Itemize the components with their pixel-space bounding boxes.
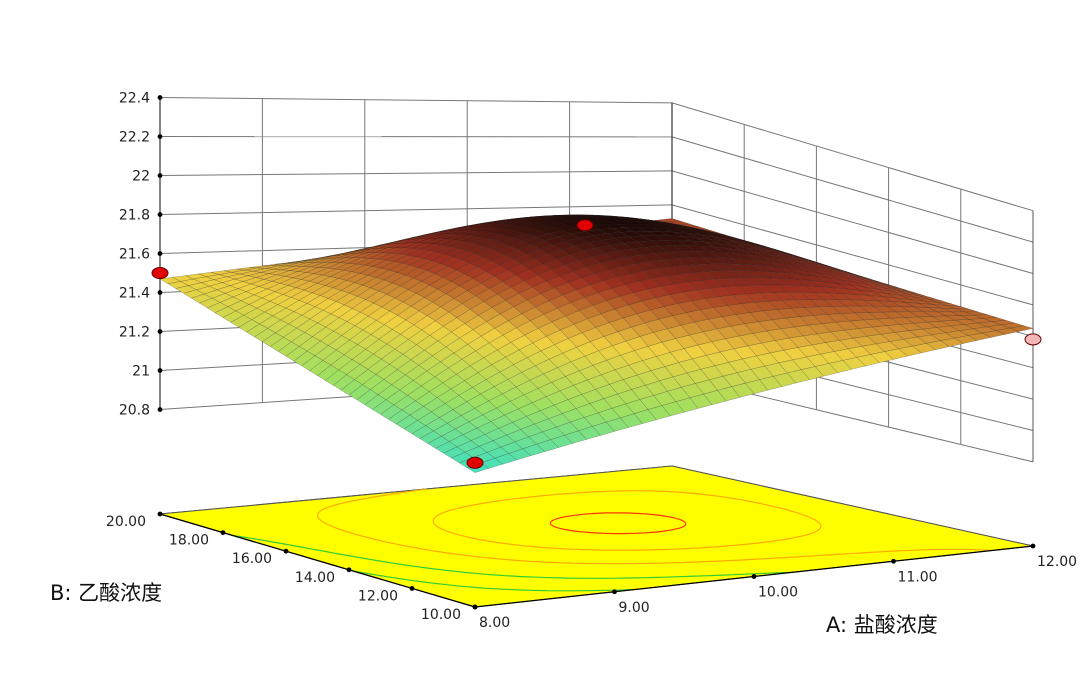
axes: 20.8 21 21.2 21.4 21.6 21.8 22 22.2 22.4 10.00 12.… — [106, 91, 1077, 631]
x-axis-line — [474, 545, 1034, 608]
design-point — [151, 267, 169, 280]
x-tick-label: 12.00 — [1037, 554, 1077, 570]
z-tick-label: 21.2 — [119, 325, 150, 341]
z-tick-mark — [157, 95, 163, 100]
wall-grid-line — [671, 170, 1034, 274]
z-tick-mark — [157, 134, 163, 139]
z-tick-mark — [157, 290, 163, 295]
design-points — [151, 219, 1042, 469]
x-tick-label: 11.00 — [898, 569, 938, 585]
z-tick-mark — [157, 329, 163, 334]
z-tick-label: 21.4 — [119, 286, 150, 302]
y-axis-line — [159, 513, 476, 608]
y-tick-label: 16.00 — [232, 551, 272, 567]
z-tick-mark — [157, 407, 163, 412]
floor-contour-line — [549, 512, 687, 535]
wall-grid-line — [159, 204, 673, 215]
z-tick-label: 21.6 — [119, 247, 150, 263]
x-tick-label: 10.00 — [758, 585, 798, 601]
z-tick-label: 21 — [132, 364, 150, 380]
wall-grid-line — [671, 136, 1034, 243]
x-tick-label: 9.00 — [619, 600, 650, 616]
floor-contour-line — [232, 534, 794, 579]
y-tick-label: 20.00 — [106, 514, 146, 530]
floor-contour-line — [432, 490, 822, 551]
x-axis-title: A: 盐酸浓度 — [826, 613, 938, 637]
x-tick-label: 8.00 — [479, 615, 510, 631]
z-tick-mark — [157, 212, 163, 217]
z-tick-mark — [157, 173, 163, 178]
floor-contour-plane — [159, 465, 1034, 608]
z-tick-mark — [157, 368, 163, 373]
response-surface-mesh — [159, 214, 1034, 473]
z-tick-label: 21.8 — [119, 208, 150, 224]
floor-plane — [159, 465, 1034, 608]
wall-grid-line — [159, 97, 673, 104]
z-tick-mark — [157, 251, 163, 256]
y-tick-label: 14.00 — [295, 570, 335, 586]
design-point — [576, 219, 594, 232]
wall-grid-line — [671, 204, 1034, 306]
y-tick-label: 12.00 — [358, 588, 398, 604]
z-tick-label: 22.4 — [119, 91, 150, 107]
surface-cell — [1009, 325, 1034, 332]
wall-grid-line — [671, 102, 1034, 212]
floor-contour-line — [316, 488, 994, 565]
z-tick-label: 22.2 — [119, 130, 150, 146]
y-tick-label: 18.00 — [169, 533, 209, 549]
z-tick-label: 20.8 — [119, 403, 150, 419]
wall-grid-line — [159, 170, 673, 176]
y-tick-label: 10.00 — [421, 607, 461, 623]
design-point — [1024, 333, 1042, 346]
y-axis-title: B: 乙酸浓度 — [50, 581, 162, 605]
z-tick-label: 22 — [132, 169, 150, 185]
design-point — [466, 456, 484, 469]
